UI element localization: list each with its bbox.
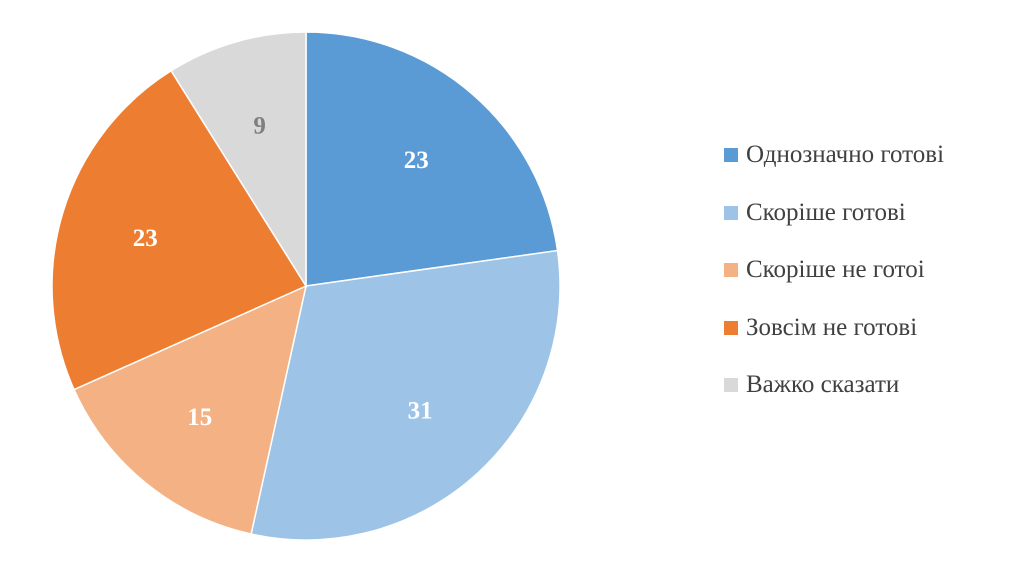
legend-label: Важко сказати	[746, 371, 900, 398]
pie-slice-1	[305, 31, 559, 287]
legend-item-1: Однозначно готові	[724, 140, 944, 170]
pie-slice-3	[73, 284, 308, 535]
legend-item-2: Скоріше готові	[724, 198, 944, 228]
legend-swatch	[724, 320, 738, 335]
legend-swatch	[724, 148, 738, 162]
pie-slices	[51, 31, 561, 541]
legend-label: Однозначно готові	[746, 141, 945, 168]
chart-legend: Однозначно готові Скоріше готові Скоріше н…	[724, 140, 944, 400]
legend-label: Скоріше не готоі	[746, 256, 925, 283]
legend-label: Зовсім не готові	[746, 313, 918, 341]
pie-data-label-3: 15	[187, 404, 212, 431]
pie-data-label-5: 9	[253, 113, 266, 140]
legend-label: Скоріше готові	[746, 198, 906, 226]
pie-slice-2	[250, 249, 561, 541]
legend-swatch	[724, 263, 738, 277]
pie-data-label-2: 31	[408, 397, 433, 424]
legend-swatch	[724, 378, 738, 392]
pie-data-label-1: 23	[404, 147, 429, 174]
legend-item-5: Важко сказати	[724, 370, 944, 400]
pie-data-label-4: 23	[133, 225, 158, 252]
legend-item-4: Зовсім не готові	[724, 313, 944, 343]
pie-slice-4	[51, 69, 308, 391]
pie-data-labels: 23 31 15 23 9	[133, 113, 433, 432]
pie-slice-5	[170, 31, 307, 289]
legend-swatch	[724, 205, 738, 220]
legend-item-3: Скоріше не готоі	[724, 255, 944, 285]
